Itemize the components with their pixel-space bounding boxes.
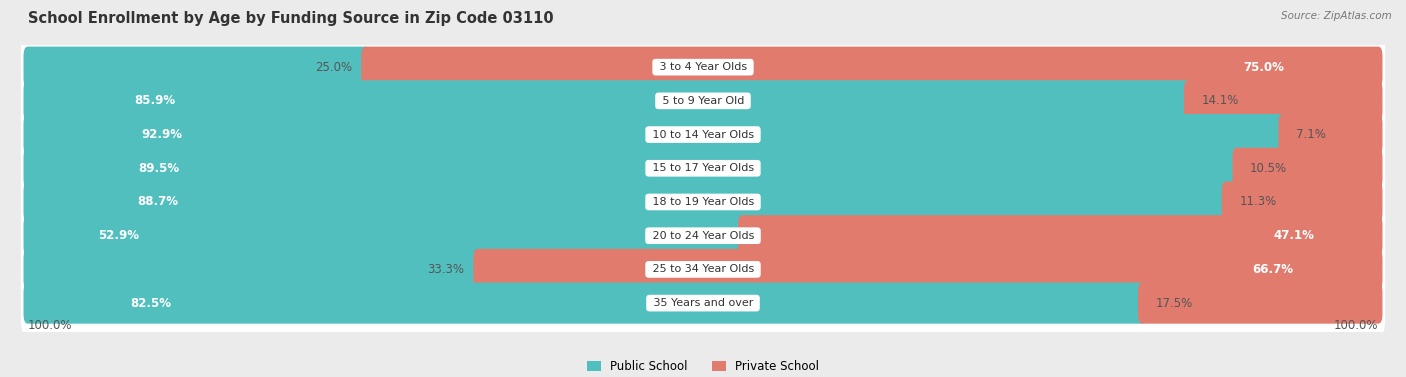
Text: 100.0%: 100.0% [28,319,72,331]
Text: 10 to 14 Year Olds: 10 to 14 Year Olds [648,130,758,139]
FancyBboxPatch shape [24,181,1230,222]
FancyBboxPatch shape [21,135,1385,201]
Text: 15 to 17 Year Olds: 15 to 17 Year Olds [648,163,758,173]
FancyBboxPatch shape [21,203,1385,269]
Text: 88.7%: 88.7% [136,196,179,208]
FancyBboxPatch shape [24,47,370,88]
FancyBboxPatch shape [21,169,1385,235]
Text: 89.5%: 89.5% [138,162,179,175]
FancyBboxPatch shape [1278,114,1382,155]
FancyBboxPatch shape [21,34,1385,100]
Text: 75.0%: 75.0% [1243,61,1284,74]
Text: 100.0%: 100.0% [1334,319,1378,331]
Text: 14.1%: 14.1% [1202,94,1239,107]
FancyBboxPatch shape [24,148,1240,189]
Text: 17.5%: 17.5% [1156,297,1192,310]
Text: 11.3%: 11.3% [1239,196,1277,208]
Legend: Public School, Private School: Public School, Private School [582,355,824,377]
Text: 25 to 34 Year Olds: 25 to 34 Year Olds [648,264,758,274]
FancyBboxPatch shape [21,68,1385,134]
FancyBboxPatch shape [1137,282,1382,324]
FancyBboxPatch shape [24,215,747,256]
Text: 35 Years and over: 35 Years and over [650,298,756,308]
Text: School Enrollment by Age by Funding Source in Zip Code 03110: School Enrollment by Age by Funding Sour… [28,11,554,26]
FancyBboxPatch shape [21,236,1385,302]
Text: 7.1%: 7.1% [1296,128,1326,141]
FancyBboxPatch shape [1184,80,1382,121]
Text: Source: ZipAtlas.com: Source: ZipAtlas.com [1281,11,1392,21]
Text: 20 to 24 Year Olds: 20 to 24 Year Olds [648,231,758,241]
FancyBboxPatch shape [738,215,1382,256]
Text: 82.5%: 82.5% [131,297,172,310]
FancyBboxPatch shape [24,282,1146,324]
FancyBboxPatch shape [474,249,1382,290]
FancyBboxPatch shape [1222,181,1382,222]
Text: 52.9%: 52.9% [98,229,139,242]
Text: 25.0%: 25.0% [315,61,352,74]
Text: 33.3%: 33.3% [427,263,464,276]
Text: 66.7%: 66.7% [1251,263,1294,276]
FancyBboxPatch shape [24,249,481,290]
FancyBboxPatch shape [361,47,1382,88]
FancyBboxPatch shape [21,101,1385,168]
FancyBboxPatch shape [21,270,1385,336]
Text: 18 to 19 Year Olds: 18 to 19 Year Olds [648,197,758,207]
Text: 5 to 9 Year Old: 5 to 9 Year Old [658,96,748,106]
FancyBboxPatch shape [1233,148,1382,189]
Text: 92.9%: 92.9% [142,128,183,141]
Text: 10.5%: 10.5% [1250,162,1288,175]
Text: 85.9%: 85.9% [134,94,174,107]
FancyBboxPatch shape [24,114,1286,155]
FancyBboxPatch shape [24,80,1192,121]
Text: 3 to 4 Year Olds: 3 to 4 Year Olds [655,62,751,72]
Text: 47.1%: 47.1% [1274,229,1315,242]
